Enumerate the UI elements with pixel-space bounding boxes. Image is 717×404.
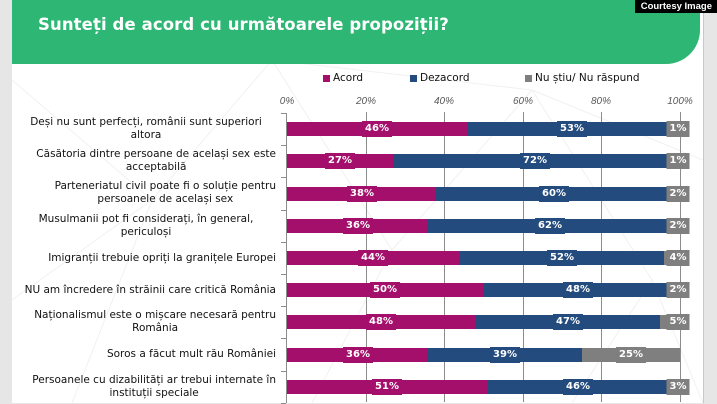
category-label-text: NU am încredere în străinii care critică… bbox=[24, 283, 276, 296]
category-label: Deși nu sunt perfecți, românii sunt supe… bbox=[16, 113, 276, 145]
category-label-text: Parteneriatul civil poate fi o soluție p… bbox=[54, 180, 276, 205]
legend-item-nu-stiu: Nu știu/ Nu răspund bbox=[525, 72, 640, 84]
data-label: 60% bbox=[539, 186, 569, 202]
x-tick-label: 20% bbox=[355, 96, 377, 107]
data-label: 48% bbox=[563, 282, 593, 298]
y-tick bbox=[281, 242, 286, 243]
data-label: 72% bbox=[520, 153, 550, 169]
data-label: 5% bbox=[666, 314, 690, 330]
category-label: Musulmanii pot fi considerați, în genera… bbox=[16, 210, 276, 242]
data-label: 36% bbox=[343, 218, 373, 234]
data-label: 25% bbox=[616, 347, 646, 363]
y-tick bbox=[281, 113, 286, 114]
y-tick bbox=[281, 306, 286, 307]
x-tick-label: 80% bbox=[590, 96, 612, 107]
data-label: 27% bbox=[325, 153, 355, 169]
category-label: Imigranții trebuie opriți la granițele E… bbox=[16, 242, 276, 274]
data-label: 39% bbox=[490, 347, 520, 363]
category-label-text: Persoanele cu dizabilități ar trebui int… bbox=[32, 374, 276, 399]
data-label: 1% bbox=[666, 153, 690, 169]
legend-item-acord: Acord bbox=[323, 72, 363, 84]
legend-label-acord: Acord bbox=[333, 72, 363, 84]
category-label-text: Căsătoria dintre persoane de același sex… bbox=[36, 148, 276, 173]
data-label: 48% bbox=[366, 314, 396, 330]
category-label: Naționalismul este o mișcare necesară pe… bbox=[16, 306, 276, 338]
legend-swatch-dezacord bbox=[410, 74, 417, 82]
y-tick bbox=[281, 274, 286, 275]
data-label: 2% bbox=[666, 218, 690, 234]
data-label: 53% bbox=[557, 121, 587, 137]
category-label: Parteneriatul civil poate fi o soluție p… bbox=[16, 177, 276, 209]
legend: Acord Dezacord Nu știu/ Nu răspund bbox=[0, 72, 717, 86]
data-label: 51% bbox=[372, 379, 402, 395]
y-tick bbox=[281, 177, 286, 178]
data-label: 1% bbox=[666, 121, 690, 137]
x-tick-label: 0% bbox=[279, 96, 295, 107]
data-label: 62% bbox=[535, 218, 565, 234]
legend-swatch-acord bbox=[323, 74, 330, 82]
y-tick bbox=[281, 210, 286, 211]
data-label: 3% bbox=[666, 379, 690, 395]
data-label: 52% bbox=[547, 250, 577, 266]
y-axis-line bbox=[286, 113, 287, 403]
category-label: Căsătoria dintre persoane de același sex… bbox=[16, 145, 276, 177]
category-label-text: Musulmanii pot fi considerați, în genera… bbox=[38, 213, 254, 238]
category-label-text: Soros a făcut mult rău României bbox=[106, 347, 276, 360]
data-label: 46% bbox=[362, 121, 392, 137]
legend-label-dezacord: Dezacord bbox=[420, 72, 470, 84]
category-label: NU am încredere în străinii care critică… bbox=[16, 274, 276, 306]
data-label: 36% bbox=[343, 347, 373, 363]
data-label: 2% bbox=[666, 186, 690, 202]
data-label: 4% bbox=[666, 250, 690, 266]
x-tick-label: 40% bbox=[433, 96, 455, 107]
data-label: 46% bbox=[563, 379, 593, 395]
category-label-text: Naționalismul este o mișcare necesară pe… bbox=[34, 309, 276, 334]
chart-title: Sunteți de acord cu următoarele propoziț… bbox=[38, 15, 449, 34]
x-tick-label: 100% bbox=[667, 96, 693, 107]
category-label: Persoanele cu dizabilități ar trebui int… bbox=[16, 371, 276, 403]
legend-label-nu-stiu: Nu știu/ Nu răspund bbox=[535, 72, 640, 84]
courtesy-label: Courtesy Image bbox=[634, 0, 717, 13]
data-label: 2% bbox=[666, 282, 690, 298]
data-label: 50% bbox=[370, 282, 400, 298]
category-label-text: Imigranții trebuie opriți la granițele E… bbox=[48, 251, 276, 264]
x-tick-label: 60% bbox=[512, 96, 534, 107]
legend-swatch-nu-stiu bbox=[525, 74, 532, 82]
y-tick bbox=[281, 371, 286, 372]
y-tick bbox=[281, 145, 286, 146]
y-tick bbox=[281, 338, 286, 339]
header-banner: Sunteți de acord cu următoarele propoziț… bbox=[12, 0, 700, 64]
data-label: 47% bbox=[553, 314, 583, 330]
data-label: 38% bbox=[347, 186, 377, 202]
category-label: Soros a făcut mult rău României bbox=[16, 338, 276, 370]
legend-item-dezacord: Dezacord bbox=[410, 72, 470, 84]
data-label: 44% bbox=[358, 250, 388, 266]
category-label-text: Deși nu sunt perfecți, românii sunt supe… bbox=[30, 116, 262, 141]
